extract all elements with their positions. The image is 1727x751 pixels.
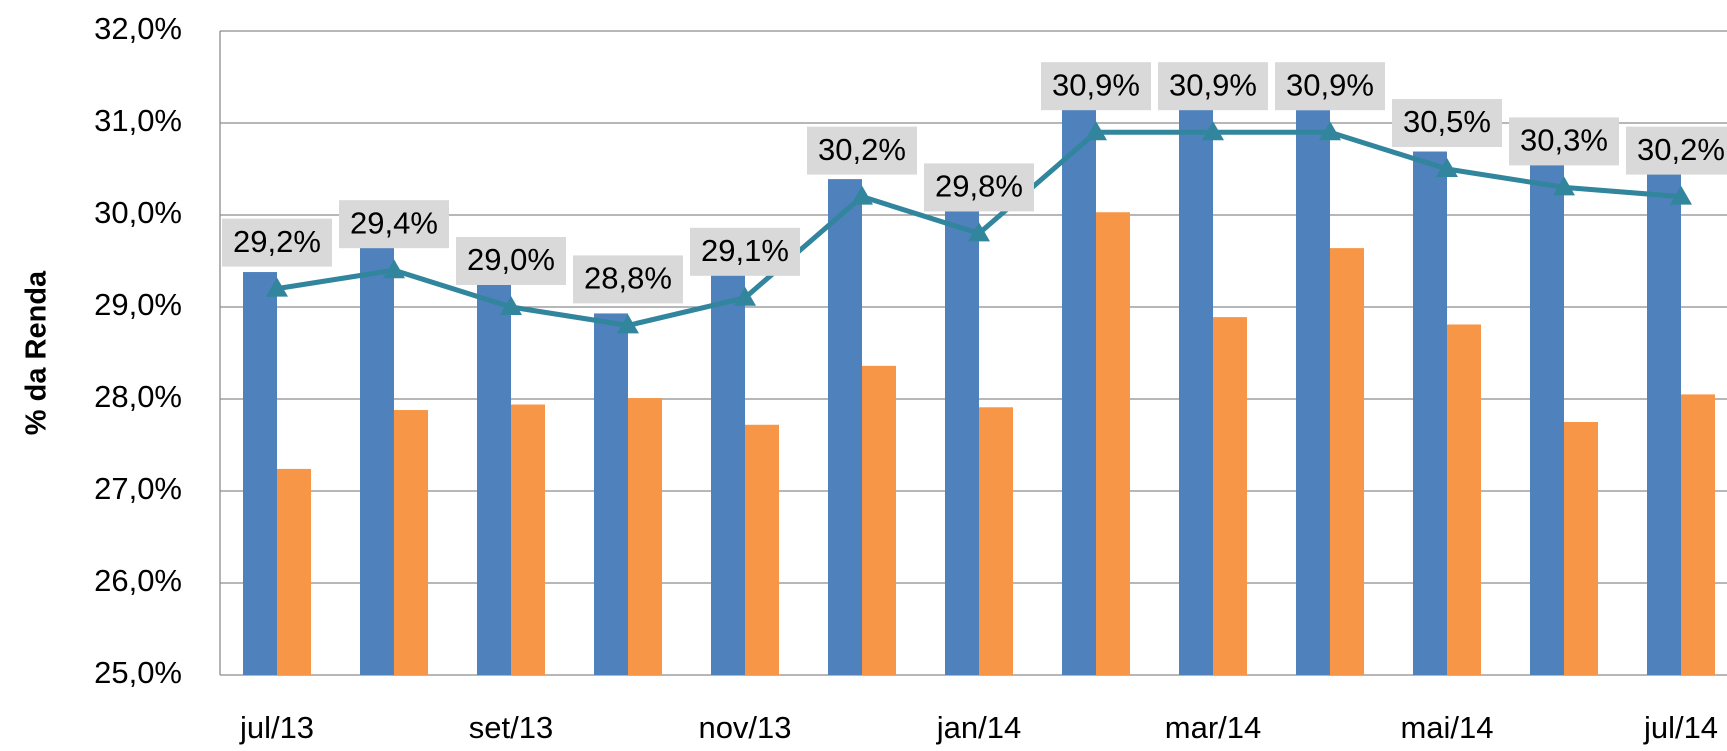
bar bbox=[979, 407, 1013, 675]
bar bbox=[1530, 162, 1564, 675]
bar bbox=[1647, 170, 1681, 675]
data-label: 30,9% bbox=[1286, 67, 1374, 102]
bar bbox=[1447, 324, 1481, 675]
x-tick-label: jul/13 bbox=[239, 710, 314, 745]
data-label: 28,8% bbox=[584, 261, 672, 296]
data-label-bg bbox=[1509, 117, 1619, 166]
line-marker bbox=[383, 259, 405, 279]
bar bbox=[711, 274, 745, 675]
bar bbox=[1330, 248, 1364, 675]
x-tick-label: jan/14 bbox=[936, 710, 1021, 745]
x-tick-label: jul/14 bbox=[1643, 710, 1718, 745]
data-label: 29,1% bbox=[701, 233, 789, 268]
bar bbox=[1062, 108, 1096, 675]
data-label-bg bbox=[690, 227, 800, 276]
data-label: 30,3% bbox=[1520, 123, 1608, 158]
line-marker bbox=[1436, 158, 1458, 177]
bar bbox=[1413, 151, 1447, 675]
y-tick-label: 31,0% bbox=[94, 103, 182, 138]
bar bbox=[1213, 317, 1247, 675]
bar bbox=[277, 468, 311, 675]
data-label-bg bbox=[573, 255, 683, 304]
data-label-bg bbox=[924, 163, 1034, 212]
bar bbox=[477, 284, 511, 675]
y-tick-label: 28,0% bbox=[94, 379, 182, 414]
data-label: 30,5% bbox=[1403, 104, 1491, 139]
data-label: 30,9% bbox=[1052, 67, 1140, 102]
data-label-bg bbox=[1041, 62, 1151, 111]
x-tick-label: set/13 bbox=[469, 710, 553, 745]
line-marker bbox=[617, 314, 639, 334]
data-label: 29,0% bbox=[467, 242, 555, 277]
bar bbox=[360, 245, 394, 676]
y-tick-label: 30,0% bbox=[94, 195, 182, 230]
line-marker bbox=[1670, 185, 1692, 205]
bar bbox=[1179, 108, 1213, 675]
data-label: 29,8% bbox=[935, 169, 1023, 204]
data-label: 29,4% bbox=[350, 205, 438, 240]
bar bbox=[1681, 394, 1715, 675]
line-marker bbox=[1553, 176, 1575, 196]
data-label-bg bbox=[1626, 126, 1727, 175]
data-label-bg bbox=[222, 218, 332, 267]
data-label: 30,2% bbox=[818, 132, 906, 167]
data-label-bg bbox=[339, 200, 449, 249]
bar bbox=[243, 272, 277, 675]
y-tick-label: 26,0% bbox=[94, 563, 182, 598]
x-tick-label: nov/13 bbox=[698, 710, 791, 745]
data-label-bg bbox=[1158, 62, 1268, 111]
data-label: 30,9% bbox=[1169, 67, 1257, 102]
data-label-bg bbox=[1275, 62, 1385, 111]
y-tick-label: 25,0% bbox=[94, 655, 182, 690]
bar bbox=[862, 365, 896, 675]
line-marker bbox=[734, 286, 756, 306]
line-marker bbox=[500, 296, 522, 315]
bar bbox=[745, 424, 779, 675]
data-label: 29,2% bbox=[233, 224, 321, 259]
line-marker bbox=[1319, 121, 1341, 141]
bar bbox=[1564, 422, 1598, 675]
line-marker bbox=[968, 222, 990, 242]
y-axis-title: % da Renda bbox=[21, 270, 53, 435]
line-marker bbox=[1085, 121, 1107, 141]
bar bbox=[1096, 212, 1130, 676]
bar bbox=[394, 410, 428, 675]
bar bbox=[828, 179, 862, 675]
y-tick-label: 27,0% bbox=[94, 471, 182, 506]
bar bbox=[594, 313, 628, 675]
y-tick-label: 29,0% bbox=[94, 287, 182, 322]
data-label-bg bbox=[807, 126, 917, 175]
bar bbox=[628, 398, 662, 675]
bar bbox=[945, 211, 979, 675]
bar bbox=[511, 404, 545, 675]
data-label: 30,2% bbox=[1637, 132, 1725, 167]
bar bbox=[1296, 110, 1330, 676]
data-label-bg bbox=[1392, 99, 1502, 147]
x-tick-label: mar/14 bbox=[1165, 710, 1261, 745]
x-tick-label: mai/14 bbox=[1400, 710, 1493, 745]
y-tick-label: 32,0% bbox=[94, 11, 182, 46]
line-marker bbox=[266, 277, 288, 297]
data-label-bg bbox=[456, 237, 566, 285]
line-marker bbox=[1202, 121, 1224, 141]
line-marker bbox=[851, 185, 873, 205]
